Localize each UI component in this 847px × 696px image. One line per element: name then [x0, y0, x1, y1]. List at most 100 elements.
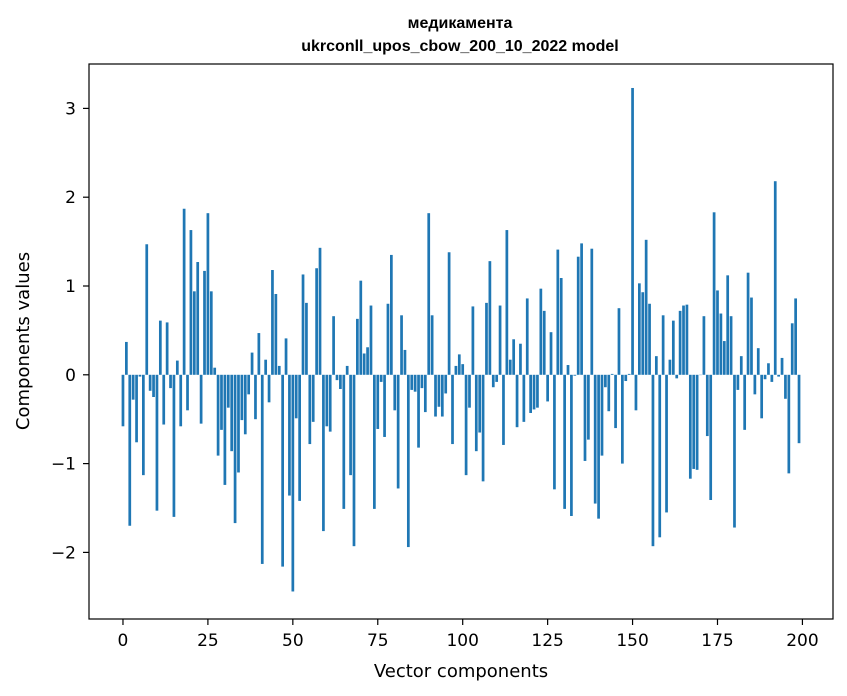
bar-22 [196, 262, 200, 375]
x-tick-label: 0 [118, 631, 129, 651]
bar-121 [532, 374, 536, 410]
bar-133 [573, 374, 577, 376]
y-axis-label: Components values [13, 252, 34, 430]
y-axis-ticks: −2 −1 0 1 2 3 [51, 99, 89, 563]
bar-181 [736, 374, 740, 390]
bar-90 [427, 213, 431, 375]
x-tick-label: 200 [786, 631, 818, 651]
bar-25 [206, 213, 210, 375]
bar-38 [250, 352, 254, 375]
y-tick-label: −2 [51, 543, 76, 563]
bar-111 [498, 305, 502, 375]
bar-77 [383, 374, 386, 437]
x-axis-label: Vector components [374, 661, 548, 682]
bar-67 [349, 374, 352, 476]
bar-188 [760, 374, 764, 419]
bar-92 [434, 374, 437, 417]
bar-125 [546, 374, 549, 402]
y-tick-label: 1 [65, 277, 76, 297]
bar-30 [223, 374, 227, 485]
bar-8 [148, 374, 152, 391]
bar-46 [277, 365, 281, 375]
bar-106 [481, 374, 485, 482]
bar-93 [437, 374, 441, 407]
bar-107 [485, 302, 488, 375]
bar-177 [722, 341, 726, 375]
bar-54 [305, 302, 308, 375]
bar-143 [607, 374, 611, 412]
bar-110 [495, 374, 499, 382]
bar-88 [420, 374, 424, 389]
bar-190 [767, 363, 770, 375]
chart-title-line2: ukrconll_upos_cbow_200_10_2022 model [301, 38, 618, 55]
x-tick-label: 25 [197, 631, 219, 651]
bar-75 [376, 374, 380, 429]
bar-87 [417, 374, 420, 448]
bar-85 [410, 374, 414, 390]
bar-37 [247, 374, 251, 395]
bar-42 [264, 359, 268, 375]
bar-151 [634, 374, 638, 411]
bar-80 [393, 374, 397, 411]
bar-163 [675, 374, 679, 379]
bar-48 [284, 338, 288, 375]
bar-73 [369, 305, 373, 375]
bar-147 [621, 374, 624, 464]
bar-17 [179, 374, 183, 427]
bar-116 [515, 374, 519, 428]
bar-56 [311, 374, 315, 422]
bar-180 [733, 374, 736, 528]
bar-36 [243, 374, 247, 435]
bar-198 [794, 298, 797, 375]
bar-21 [192, 291, 196, 375]
bar-117 [519, 343, 522, 375]
bar-114 [508, 359, 512, 375]
bar-196 [787, 374, 791, 474]
bar-158 [658, 374, 662, 538]
bar-142 [604, 374, 607, 388]
bar-112 [502, 374, 505, 445]
bar-35 [240, 374, 244, 421]
bar-115 [512, 339, 516, 375]
bar-191 [770, 374, 774, 382]
bar-16 [175, 360, 179, 375]
bar-9 [152, 374, 155, 397]
bar-81 [396, 374, 400, 489]
bar-95 [444, 374, 448, 394]
x-tick-label: 125 [531, 631, 563, 651]
bar-49 [288, 374, 291, 496]
bar-0 [121, 374, 125, 427]
bar-89 [423, 374, 427, 413]
bar-195 [784, 374, 787, 399]
bar-108 [488, 261, 492, 375]
bar-105 [478, 374, 482, 433]
bar-76 [379, 374, 383, 382]
bar-179 [729, 316, 733, 375]
bar-153 [641, 292, 645, 375]
bar-71 [362, 353, 366, 375]
bar-156 [651, 374, 655, 547]
bar-98 [454, 365, 458, 375]
bar-53 [301, 274, 305, 375]
bar-192 [773, 181, 777, 375]
bar-3 [131, 374, 135, 400]
y-tick-label: 3 [65, 99, 76, 119]
bar-141 [600, 374, 604, 456]
bar-174 [712, 212, 716, 375]
bar-194 [780, 357, 784, 375]
bar-103 [471, 306, 475, 375]
bar-123 [539, 288, 543, 375]
bar-12 [162, 374, 166, 425]
bar-173 [709, 374, 713, 501]
bar-33 [233, 374, 237, 524]
bar-187 [756, 348, 760, 375]
bar-102 [468, 374, 471, 408]
bar-14 [169, 374, 172, 389]
x-tick-label: 150 [616, 631, 648, 651]
bar-182 [739, 356, 743, 375]
y-tick-label: −1 [51, 455, 76, 475]
bar-157 [654, 356, 658, 375]
bar-52 [298, 374, 301, 501]
bar-186 [753, 374, 757, 395]
bar-118 [522, 374, 526, 422]
